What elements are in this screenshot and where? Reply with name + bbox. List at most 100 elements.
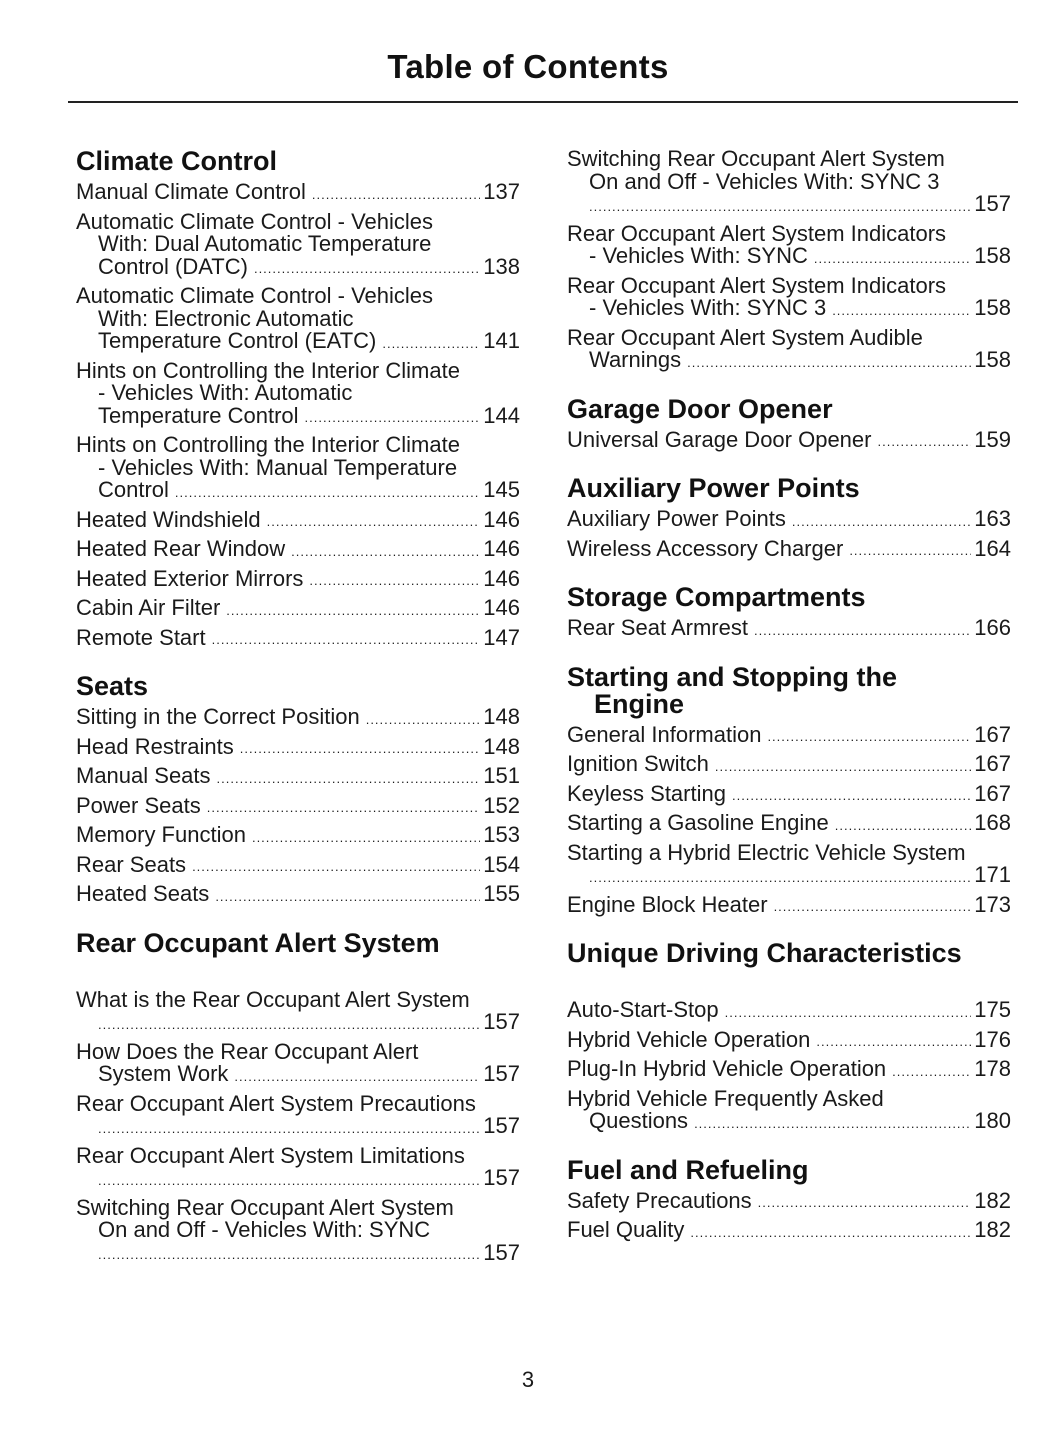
toc-entry[interactable]: Starting a Hybrid Electric Vehicle Syste… xyxy=(567,841,1011,887)
toc-entry[interactable]: Rear Occupant Alert System Audible Warnin… xyxy=(567,326,1011,372)
toc-section: Starting and Stopping the Engine General I… xyxy=(567,663,1011,917)
toc-entry[interactable]: Rear Seats..............................… xyxy=(76,853,520,877)
dot-leader: ........................................… xyxy=(226,602,480,618)
toc-entry[interactable]: Heated Windshield.......................… xyxy=(76,506,520,532)
toc-entry-line: With: Electronic Automatic xyxy=(76,307,520,331)
toc-section: Fuel and Refueling Safety Precautions....… xyxy=(567,1156,1011,1242)
toc-entry[interactable]: Rear Seat Armrest.......................… xyxy=(567,615,1011,640)
toc-page-number: 146 xyxy=(483,565,520,591)
dot-leader: ........................................… xyxy=(98,1172,480,1188)
toc-entry[interactable]: Switching Rear Occupant Alert System On a… xyxy=(567,147,1011,216)
dot-leader: ........................................… xyxy=(206,800,481,815)
toc-entry-line: Manual Climate Control..................… xyxy=(76,179,520,204)
toc-entry[interactable]: How Does the Rear Occupant Alert System W… xyxy=(76,1038,520,1086)
dot-leader: ........................................… xyxy=(791,513,971,529)
toc-entry[interactable]: Hints on Controlling the Interior Climat… xyxy=(76,433,520,502)
toc-entry-line: Rear Occupant Alert System Precautions xyxy=(76,1090,520,1116)
toc-entry-title: Control (DATC) xyxy=(98,253,248,279)
dot-leader: ........................................… xyxy=(813,250,971,266)
toc-entry-title: Hybrid Vehicle Operation xyxy=(567,1026,811,1052)
toc-entry[interactable]: Heated Seats............................… xyxy=(76,882,520,906)
toc-entry-line: Fuel Quality............................… xyxy=(567,1218,1011,1242)
toc-page-number: 159 xyxy=(974,426,1011,452)
toc-entry-line: How Does the Rear Occupant Alert xyxy=(76,1038,520,1064)
toc-entry[interactable]: Sitting in the Correct Position.........… xyxy=(76,705,520,729)
toc-entry[interactable]: Manual Seats............................… xyxy=(76,764,520,788)
toc-entry[interactable]: Switching Rear Occupant Alert System On a… xyxy=(76,1196,520,1265)
toc-entry[interactable]: Manual Climate Control..................… xyxy=(76,179,520,204)
toc-entry[interactable]: Hybrid Vehicle Operation................… xyxy=(567,1026,1011,1052)
toc-entry[interactable]: Heated Rear Window......................… xyxy=(76,537,520,561)
toc-entry-line: Heated Rear Window......................… xyxy=(76,537,520,561)
toc-entry-line: Control.................................… xyxy=(76,478,520,502)
toc-entry-line: ........................................… xyxy=(76,1166,520,1190)
toc-page-number: 138 xyxy=(483,253,520,279)
dot-leader: ........................................… xyxy=(192,859,480,874)
toc-entry-title: Rear Occupant Alert System Limitations xyxy=(76,1142,465,1168)
toc-entry-line: Keyless Starting........................… xyxy=(567,782,1011,806)
toc-entry-line: Ignition Switch.........................… xyxy=(567,752,1011,776)
toc-entry-line: Starting a Hybrid Electric Vehicle Syste… xyxy=(567,841,1011,865)
toc-entry[interactable]: Wireless Accessory Charger..............… xyxy=(567,537,1011,561)
toc-entry[interactable]: Safety Precautions......................… xyxy=(567,1187,1011,1213)
toc-entry-title: System Work xyxy=(98,1061,229,1086)
toc-entry[interactable]: Engine Block Heater.....................… xyxy=(567,891,1011,917)
toc-entry-title: Questions xyxy=(589,1108,689,1133)
toc-entry[interactable]: Cabin Air Filter........................… xyxy=(76,596,520,620)
toc-entry[interactable]: Universal Garage Door Opener............… xyxy=(567,426,1011,452)
toc-column-right: Switching Rear Occupant Alert System On a… xyxy=(567,147,1011,1266)
dot-leader: ........................................… xyxy=(753,622,972,638)
toc-entry-title: Head Restraints xyxy=(76,733,234,759)
toc-entry-line: Remote Start............................… xyxy=(76,624,520,650)
toc-entry[interactable]: Head Restraints.........................… xyxy=(76,733,520,759)
toc-entry-title: Engine Block Heater xyxy=(567,891,768,917)
toc-entry-line: Starting a Gasoline Engine..............… xyxy=(567,810,1011,835)
dot-leader: ........................................… xyxy=(382,335,480,351)
toc-entry[interactable]: Memory Function.........................… xyxy=(76,823,520,847)
section-heading: Auxiliary Power Points xyxy=(567,475,1011,502)
toc-entry[interactable]: Ignition Switch.........................… xyxy=(567,752,1011,776)
toc-entry[interactable]: Auto-Start-Stop.........................… xyxy=(567,998,1011,1022)
toc-section: Unique Driving Characteristics Auto-Start… xyxy=(567,940,1011,1133)
toc-entry-line: Rear Occupant Alert System Limitations xyxy=(76,1142,520,1168)
toc-entry-line: Warnings................................… xyxy=(567,348,1011,372)
toc-entry[interactable]: Rear Occupant Alert System Limitations..… xyxy=(76,1142,520,1190)
toc-section: Seats Sitting in the Correct Position....… xyxy=(76,673,520,906)
toc-entry[interactable]: Auxiliary Power Points..................… xyxy=(567,507,1011,531)
toc-entry-title: Rear Occupant Alert System Precautions xyxy=(76,1090,476,1116)
toc-entry[interactable]: Power Seats.............................… xyxy=(76,794,520,818)
toc-entry[interactable]: Remote Start............................… xyxy=(76,624,520,650)
toc-entry[interactable]: Heated Exterior Mirrors.................… xyxy=(76,565,520,591)
toc-entry[interactable]: Automatic Climate Control - Vehicles With… xyxy=(76,284,520,353)
toc-entry[interactable]: Rear Occupant Alert System Indicators - V… xyxy=(567,222,1011,268)
toc-entry-title: How Does the Rear Occupant Alert xyxy=(76,1038,419,1064)
toc-entry[interactable]: Keyless Starting........................… xyxy=(567,782,1011,806)
toc-page-number: 182 xyxy=(974,1187,1011,1213)
toc-entry-title: Manual Climate Control xyxy=(76,179,306,204)
toc-entry-line: Auto-Start-Stop.........................… xyxy=(567,998,1011,1022)
dot-leader: ........................................… xyxy=(589,198,971,214)
toc-entry-title: Universal Garage Door Opener xyxy=(567,426,872,452)
toc-entry[interactable]: Plug-In Hybrid Vehicle Operation........… xyxy=(567,1056,1011,1081)
toc-page-number: 147 xyxy=(483,624,520,650)
toc-entry[interactable]: Hints on Controlling the Interior Climat… xyxy=(76,359,520,428)
dot-leader: ........................................… xyxy=(589,869,971,885)
toc-entry[interactable]: General Information.....................… xyxy=(567,723,1011,747)
toc-entry[interactable]: What is the Rear Occupant Alert System..… xyxy=(76,988,520,1034)
toc-entry[interactable]: Rear Occupant Alert System Precautions..… xyxy=(76,1090,520,1138)
toc-entry-title: - Vehicles With: Automatic xyxy=(98,380,353,405)
toc-entry-line: Switching Rear Occupant Alert System xyxy=(567,147,1011,171)
toc-entry[interactable]: Hybrid Vehicle Frequently Asked Questions… xyxy=(567,1087,1011,1133)
toc-entry[interactable]: Starting a Gasoline Engine..............… xyxy=(567,810,1011,835)
dot-leader: ........................................… xyxy=(234,1068,480,1084)
toc-entry-line: Hints on Controlling the Interior Climat… xyxy=(76,359,520,383)
toc-entry-title: Starting a Gasoline Engine xyxy=(567,810,829,835)
toc-entry[interactable]: Automatic Climate Control - Vehicles With… xyxy=(76,210,520,279)
dot-leader: ........................................… xyxy=(816,1034,971,1049)
toc-page-number: 146 xyxy=(483,506,520,532)
toc-entry-title: Rear Seat Armrest xyxy=(567,615,748,640)
toc-entry[interactable]: Rear Occupant Alert System Indicators - V… xyxy=(567,274,1011,320)
toc-entry-title: Plug-In Hybrid Vehicle Operation xyxy=(567,1056,887,1081)
toc-entry[interactable]: Fuel Quality............................… xyxy=(567,1218,1011,1242)
toc-page-number: 158 xyxy=(974,295,1011,320)
